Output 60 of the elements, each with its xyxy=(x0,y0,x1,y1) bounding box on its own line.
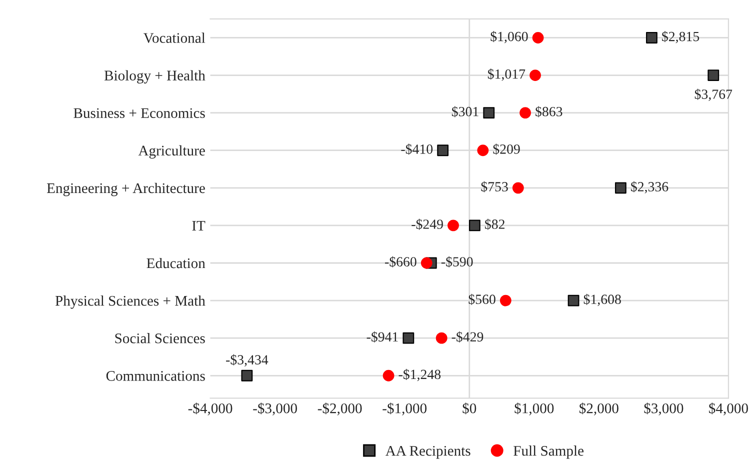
point xyxy=(483,107,495,119)
data-label: $82 xyxy=(485,218,504,230)
data-label: $1,017 xyxy=(488,68,526,81)
data-label: -$249 xyxy=(412,218,443,230)
data-label: $753 xyxy=(481,181,508,192)
x-tick-label: $0 xyxy=(462,402,476,414)
point xyxy=(708,70,720,81)
point xyxy=(402,332,414,344)
point xyxy=(241,370,253,382)
y-tick-label: Engineering + Architecture xyxy=(46,182,205,196)
point xyxy=(477,144,489,156)
legend-label: AA Recipients xyxy=(386,446,470,459)
x-tick-label: -$4,000 xyxy=(188,402,232,416)
point xyxy=(500,294,512,306)
data-label: $1,060 xyxy=(490,31,528,44)
legend-label: Full Sample xyxy=(514,446,584,459)
data-label: $2,815 xyxy=(662,31,700,44)
point xyxy=(468,220,480,232)
point xyxy=(520,107,531,119)
y-tick-label: Business + Economics xyxy=(74,108,205,118)
point xyxy=(568,294,580,306)
point xyxy=(437,144,449,156)
data-label: $301 xyxy=(452,106,478,118)
point xyxy=(532,32,544,44)
data-label: $863 xyxy=(536,106,562,118)
data-label: $2,336 xyxy=(631,181,668,194)
data-label: -$590 xyxy=(441,256,473,268)
data-label: -$3,434 xyxy=(226,354,268,366)
y-tick-label: Biology + Health xyxy=(104,70,206,84)
data-label: $209 xyxy=(493,144,520,155)
y-tick-label: Vocational xyxy=(143,32,206,44)
data-label: $1,608 xyxy=(584,294,621,306)
x-tick-label: $1,000 xyxy=(514,402,554,416)
x-tick-label: -$3,000 xyxy=(253,402,297,416)
x-tick-label: $4,000 xyxy=(709,402,748,416)
y-tick-label: Education xyxy=(146,258,206,268)
data-label: -$1,248 xyxy=(398,368,441,382)
x-tick-label: $2,000 xyxy=(579,402,618,416)
point xyxy=(382,370,394,382)
point xyxy=(512,182,524,194)
point xyxy=(646,32,658,44)
data-label: $560 xyxy=(468,294,496,305)
point xyxy=(420,257,432,269)
y-tick-label: IT xyxy=(192,220,206,231)
x-tick-label: $3,000 xyxy=(644,402,684,416)
data-label: -$941 xyxy=(366,331,398,342)
x-tick-label: -$1,000 xyxy=(382,402,427,416)
point xyxy=(448,220,459,232)
data-label: -$660 xyxy=(385,256,416,268)
y-tick-label: Agriculture xyxy=(138,145,205,159)
point xyxy=(436,332,448,344)
data-label: $3,767 xyxy=(694,88,732,101)
y-tick-label: Social Sciences xyxy=(115,333,205,344)
point xyxy=(614,182,626,194)
point xyxy=(530,70,541,81)
x-tick-label: -$2,000 xyxy=(318,402,362,416)
data-label: -$410 xyxy=(401,144,433,155)
y-tick-label: Physical Sciences + Math xyxy=(55,295,206,309)
y-tick-label: Communications xyxy=(106,371,205,381)
data-label: -$429 xyxy=(452,331,484,342)
